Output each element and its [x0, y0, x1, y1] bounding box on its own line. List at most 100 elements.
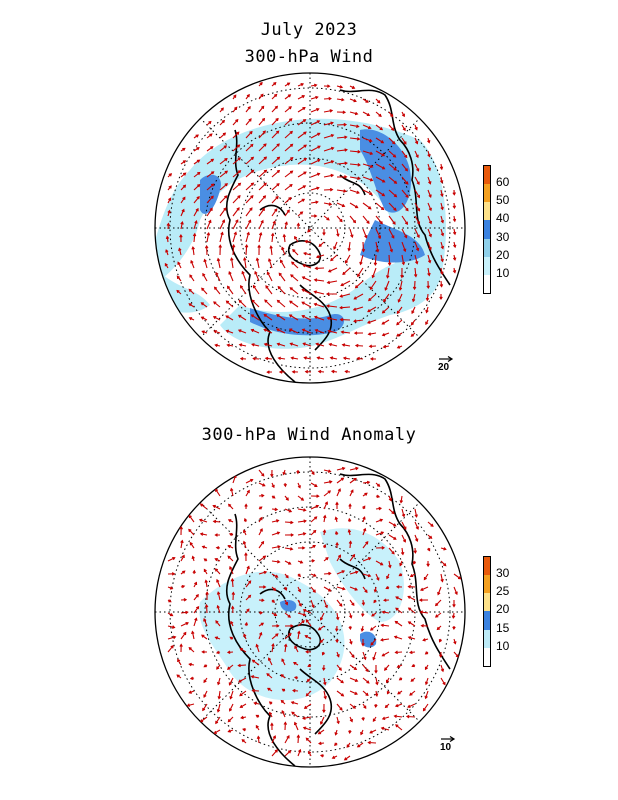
- wind-vector: [303, 252, 312, 256]
- wind-vector-head: [383, 298, 387, 303]
- wind-vector: [267, 272, 273, 282]
- wind-vector-head: [335, 541, 339, 546]
- wind-vector: [218, 690, 221, 699]
- wind-vector-head: [226, 343, 230, 348]
- wind-vector-head: [355, 570, 359, 574]
- wind-vector-head: [246, 608, 250, 612]
- wind-vector-head: [288, 328, 293, 332]
- wind-vector-head: [303, 519, 307, 523]
- wind-vector: [289, 287, 299, 295]
- wind-vector-head: [341, 570, 346, 574]
- wind-vector: [206, 146, 214, 152]
- wind-vector: [336, 477, 344, 484]
- wind-vector-head: [356, 744, 361, 748]
- wind-vector-head: [230, 577, 235, 582]
- wind-vector-head: [239, 704, 243, 708]
- wind-vector-head: [340, 477, 345, 481]
- wind-vector: [297, 620, 305, 627]
- wind-vector-head: [210, 195, 214, 199]
- wind-vector: [193, 618, 197, 627]
- wind-vector-head: [391, 127, 395, 132]
- wind-vector-head: [204, 603, 209, 608]
- wind-vector: [323, 501, 328, 510]
- wind-vector-head: [322, 709, 326, 714]
- wind-vector-head: [367, 573, 372, 578]
- wind-vector: [180, 540, 183, 549]
- wind-vector: [323, 174, 334, 178]
- wind-vector: [258, 130, 266, 139]
- wind-vector-head: [276, 624, 280, 628]
- wind-vector-head: [304, 635, 308, 639]
- wind-vector: [206, 183, 214, 191]
- wind-vector: [362, 202, 372, 210]
- wind-vector: [336, 488, 341, 497]
- wind-vector-head: [416, 168, 420, 172]
- wind-vector: [435, 599, 442, 606]
- wind-vector: [310, 108, 319, 113]
- wind-vector-head: [351, 654, 355, 659]
- wind-vector: [344, 755, 351, 761]
- wind-vector-head: [452, 604, 456, 608]
- wind-vector: [180, 221, 183, 230]
- wind-vector-head: [223, 207, 227, 211]
- wind-vector-head: [339, 218, 343, 223]
- wind-vector-head: [299, 211, 304, 215]
- wind-vector-head: [443, 547, 447, 551]
- wind-vector-head: [355, 466, 359, 471]
- wind-vector-head: [399, 562, 403, 567]
- wind-vector-head: [354, 285, 359, 289]
- wind-vector: [303, 264, 312, 269]
- wind-vector: [276, 328, 286, 334]
- wind-vector: [349, 690, 358, 695]
- wind-vector-head: [314, 328, 319, 333]
- wind-vector-head: [292, 688, 296, 693]
- wind-vector-head: [189, 274, 193, 278]
- wind-vector-head: [303, 158, 308, 162]
- wind-vector-head: [334, 530, 339, 535]
- wind-vector-head: [349, 641, 353, 645]
- wind-vector-head: [360, 731, 364, 736]
- wind-vector: [297, 612, 306, 616]
- wind-vector-head: [381, 333, 386, 337]
- wind-vector-head: [344, 260, 349, 264]
- wind-vector-head: [252, 284, 256, 289]
- wind-vector-head: [385, 586, 389, 590]
- wind-vector: [251, 343, 260, 347]
- wind-vector: [407, 703, 416, 708]
- wind-vector: [230, 488, 234, 497]
- wind-vector: [302, 289, 312, 295]
- wind-vector: [193, 159, 200, 165]
- wind-vector: [362, 651, 367, 660]
- period-title: July 2023: [260, 20, 358, 40]
- wind-vector: [323, 122, 334, 126]
- wind-vector-head: [246, 565, 250, 570]
- wind-vector-head: [264, 299, 268, 303]
- wind-vector: [314, 279, 325, 282]
- wind-vector-head: [384, 704, 389, 709]
- wind-vector-head: [191, 555, 195, 560]
- wind-vector-head: [182, 147, 186, 151]
- wind-vector: [253, 285, 260, 295]
- wind-vector: [323, 109, 333, 113]
- wind-vector-head: [385, 275, 390, 279]
- wind-vector-head: [342, 271, 346, 275]
- wind-vector-head: [356, 356, 360, 361]
- wind-vector-head: [360, 628, 365, 632]
- wind-vector: [362, 677, 370, 684]
- wind-vector-head: [285, 497, 289, 501]
- wind-vector-head: [344, 148, 348, 152]
- wind-vector-head: [242, 529, 247, 533]
- wind-vector-head: [452, 231, 457, 236]
- wind-vector-head: [294, 235, 298, 240]
- wind-vector: [323, 134, 334, 139]
- wind-vector-head: [243, 633, 247, 637]
- wind-vector: [289, 328, 299, 334]
- wind-vector-head: [330, 257, 334, 262]
- wind-vector-head: [203, 664, 207, 668]
- wind-vector-head: [407, 636, 412, 640]
- wind-vector: [167, 645, 174, 653]
- wind-vector-head: [370, 642, 374, 646]
- wind-vector: [302, 716, 312, 720]
- wind-vector-head: [343, 122, 348, 127]
- wind-vector-head: [340, 693, 345, 697]
